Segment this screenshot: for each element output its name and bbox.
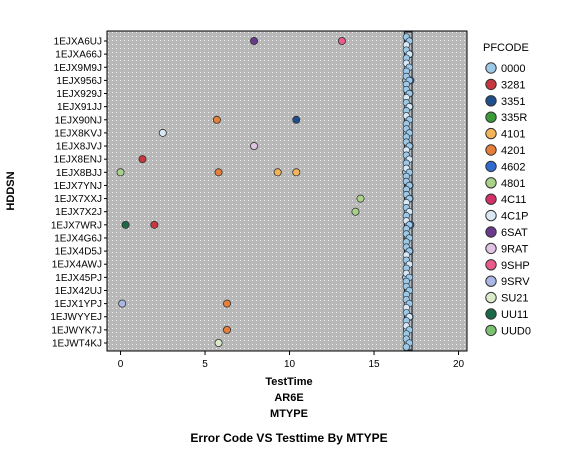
point-9shp xyxy=(337,37,346,46)
point-4c1p xyxy=(158,128,167,137)
x-tick-label: 10 xyxy=(284,359,296,370)
legend-item-label: UU11 xyxy=(501,309,528,321)
legend-swatch xyxy=(485,127,497,140)
y-tick-label: 1EJWYYEJ xyxy=(50,312,102,323)
legend-swatch xyxy=(485,242,497,255)
legend-swatch xyxy=(485,193,497,205)
point-9rat xyxy=(250,142,259,151)
legend-item-label: UUD0 xyxy=(501,325,531,337)
legend-swatch xyxy=(485,62,497,74)
point-3351 xyxy=(292,115,301,124)
y-tick-label: 1EJX4G6J xyxy=(54,233,102,244)
y-tick-label: 1EJWT4KJ xyxy=(52,339,102,350)
legend-swatch xyxy=(485,160,497,173)
y-tick-label: 1EJX1YPJ xyxy=(54,299,102,310)
point-0000-stack xyxy=(402,343,410,351)
legend-item-label: 4602 xyxy=(501,161,525,173)
legend-item-label: SU21 xyxy=(501,293,529,305)
y-tick-label: 1EJX42UJ xyxy=(55,286,102,297)
point-6sat xyxy=(250,37,259,46)
y-tick-label: 1EJX7WRJ xyxy=(51,220,102,231)
legend-item-label: 4C1P xyxy=(501,211,529,223)
legend: PFCODE 0000 3281 3351 335R 4101 4201 4602 4801 4… xyxy=(483,42,531,337)
x-tick-label: 20 xyxy=(453,359,465,370)
y-tick-label: 1EJX9M9J xyxy=(54,63,102,74)
y-tick-label: 1EJWYK7J xyxy=(51,325,102,336)
legend-item-label: 3351 xyxy=(501,96,525,108)
legend-swatch xyxy=(485,226,497,238)
x-axis-subtitle-1: AR6E xyxy=(274,392,303,404)
legend-item-label: 3281 xyxy=(501,79,525,91)
legend-item-label: 0000 xyxy=(501,63,525,75)
y-axis-ticks: 1EJXA6UJ 1EJXA66J 1EJX9M9J 1EJX956J 1EJX929J… xyxy=(50,37,107,350)
point-4101 xyxy=(292,168,301,177)
point-9srv xyxy=(118,299,127,308)
point-4801 xyxy=(116,168,125,177)
y-tick-label: 1EJX8JVJ xyxy=(56,142,102,153)
point-4201 xyxy=(222,299,231,308)
point-4201 xyxy=(212,115,221,124)
point-3281 xyxy=(138,155,147,164)
legend-title: PFCODE xyxy=(483,42,529,54)
y-tick-label: 1EJX4D5J xyxy=(55,247,102,258)
y-tick-label: 1EJX8ENJ xyxy=(54,155,102,166)
y-tick-label: 1EJX8KVJ xyxy=(54,128,102,139)
legend-item-label: 9SHP xyxy=(501,260,530,272)
legend-swatch xyxy=(485,275,497,287)
legend-item-label: 6SAT xyxy=(501,227,528,239)
legend-swatch xyxy=(485,259,497,271)
point-4201 xyxy=(222,325,231,334)
y-tick-label: 1EJX929J xyxy=(56,89,102,100)
point-4801 xyxy=(356,194,365,203)
legend-item-label: 4201 xyxy=(501,145,525,157)
y-tick-label: 1EJX8BJJ xyxy=(56,168,102,179)
y-tick-label: 1EJX91JJ xyxy=(57,102,102,113)
y-tick-label: 1EJX7X2J xyxy=(55,207,102,218)
y-tick-label: 1EJX90NJ xyxy=(55,115,102,126)
legend-swatch xyxy=(485,95,497,107)
legend-item-label: 335R xyxy=(501,112,527,124)
legend-item-label: 4801 xyxy=(501,178,525,190)
y-tick-label: 1EJX956J xyxy=(56,76,102,87)
legend-item-label: 4101 xyxy=(501,129,525,141)
x-axis-subtitle-2: MTYPE xyxy=(270,408,308,420)
y-tick-label: 1EJX45PJ xyxy=(55,273,102,284)
legend-swatch xyxy=(485,111,497,123)
point-uu11 xyxy=(121,220,130,229)
point-4201 xyxy=(214,168,223,177)
x-tick-label: 0 xyxy=(118,359,124,370)
x-tick-label: 5 xyxy=(202,359,208,370)
y-tick-label: 1EJX4AWJ xyxy=(52,260,102,271)
y-tick-label: 1EJX7YNJ xyxy=(54,181,102,192)
legend-swatch xyxy=(485,324,497,337)
y-tick-label: 1EJXA6UJ xyxy=(54,37,102,48)
legend-swatch xyxy=(485,308,497,320)
y-tick-label: 1EJXA66J xyxy=(55,50,102,61)
x-tick-label: 15 xyxy=(368,359,380,370)
x-axis-ticks: 0 5 10 15 20 xyxy=(118,351,465,370)
legend-item-label: 9RAT xyxy=(501,243,529,255)
point-4801 xyxy=(351,207,360,216)
legend-swatch xyxy=(485,177,497,189)
point-3281 xyxy=(150,220,159,229)
legend-item-label: 9SRV xyxy=(501,276,530,288)
data-points xyxy=(116,31,415,351)
chart-title: Error Code VS Testtime By MTYPE xyxy=(190,431,387,445)
point-4101 xyxy=(273,168,282,177)
x-axis-title: TestTime xyxy=(265,376,312,388)
point-su21 xyxy=(214,338,223,347)
legend-swatch xyxy=(485,291,497,304)
legend-swatch xyxy=(485,209,497,222)
y-axis-title: HDDSN xyxy=(5,171,17,210)
y-tick-label: 1EJX7XXJ xyxy=(54,194,102,205)
legend-swatch xyxy=(485,78,497,91)
legend-item-label: 4C11 xyxy=(501,194,526,206)
legend-swatch xyxy=(485,144,497,156)
